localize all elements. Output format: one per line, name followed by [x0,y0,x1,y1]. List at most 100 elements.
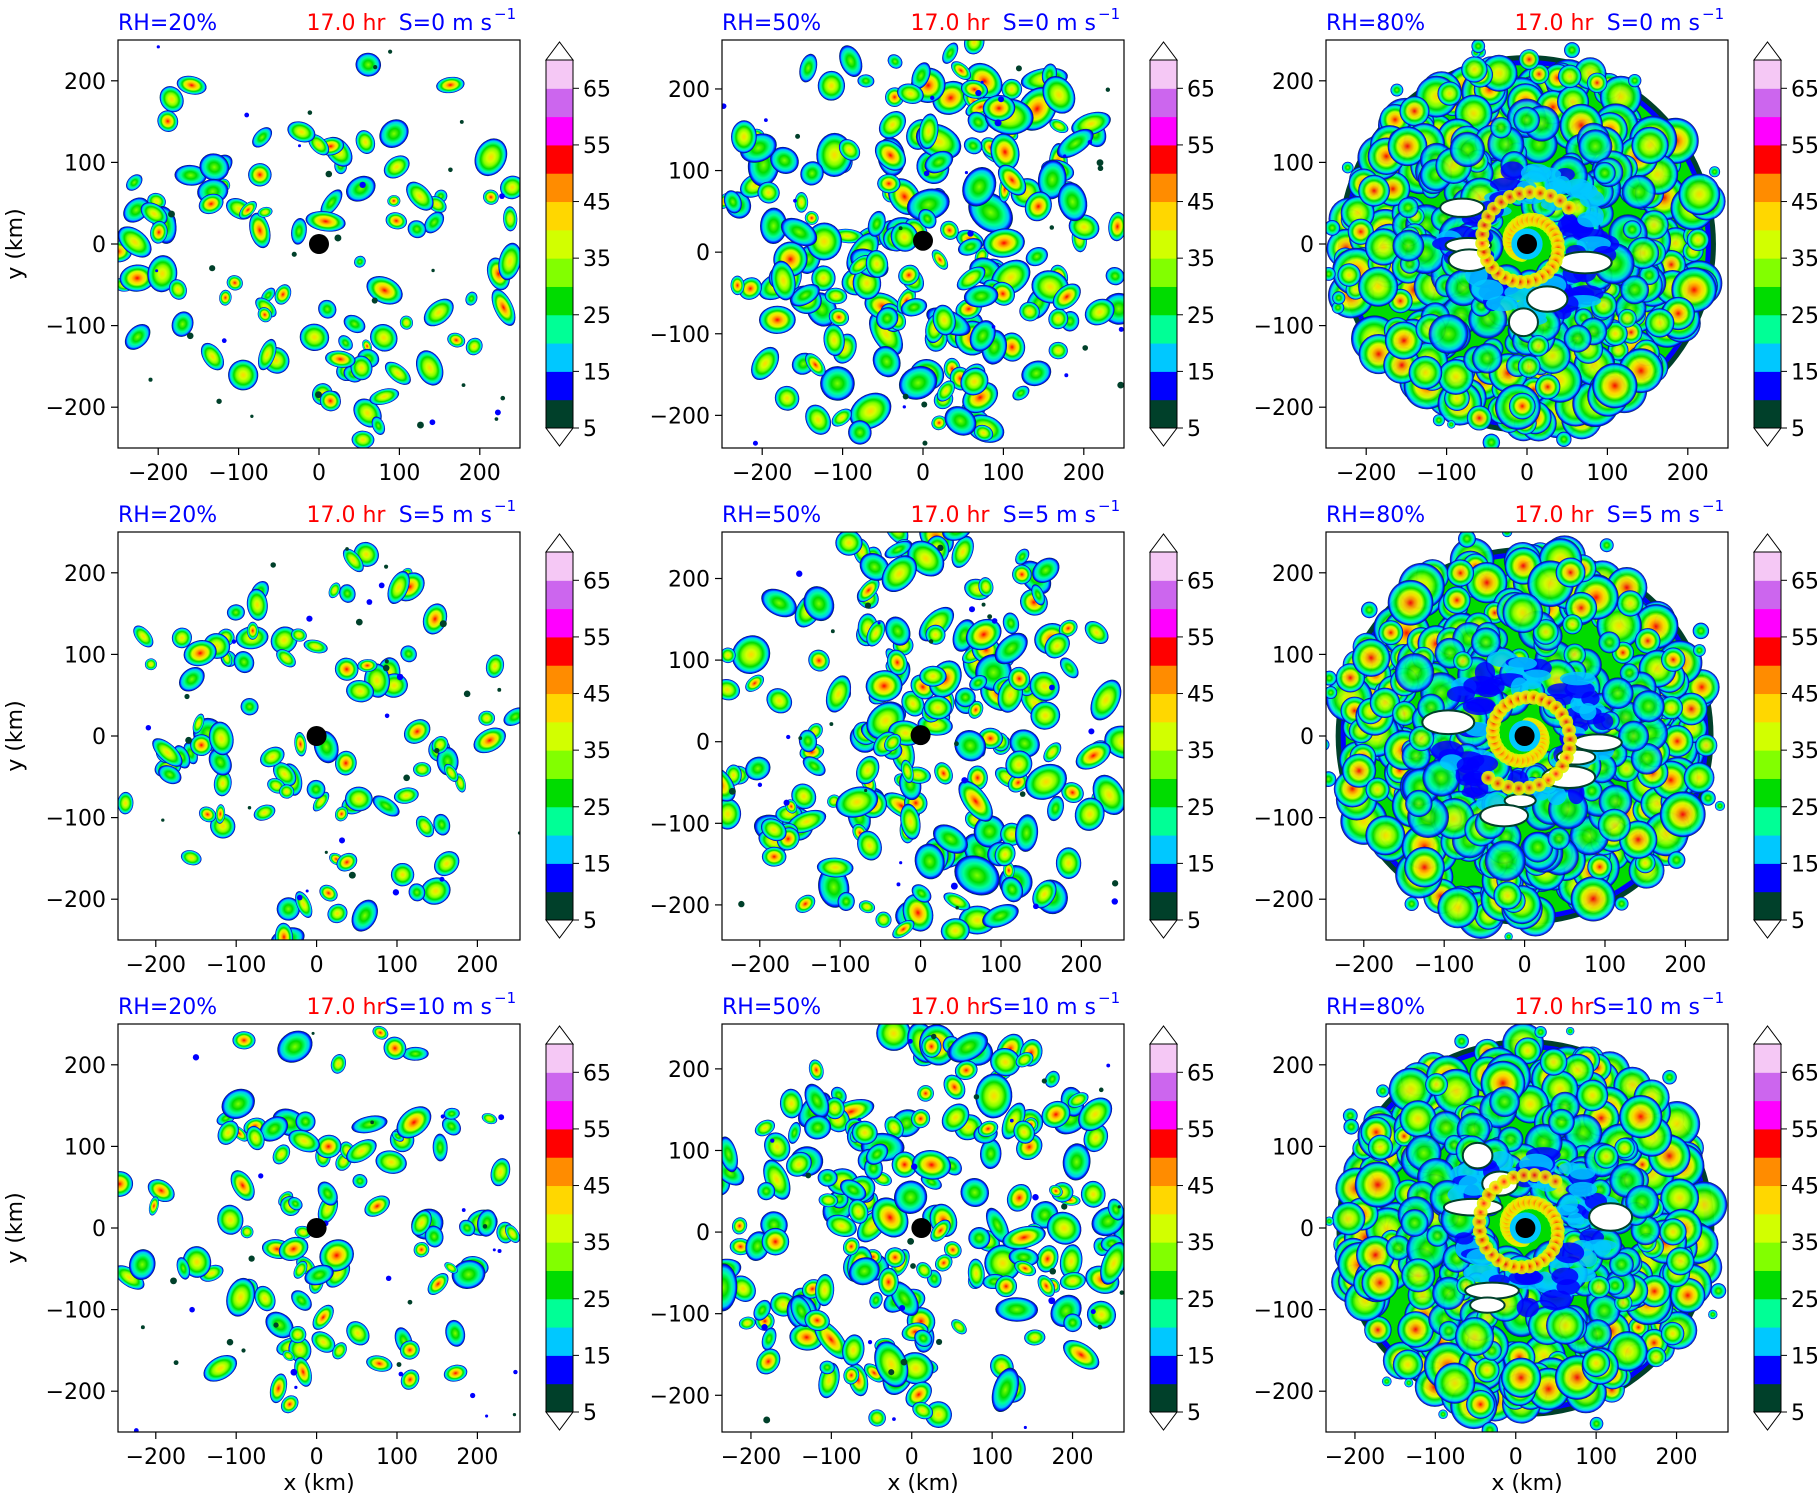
convective-cell [858,900,876,914]
colorbar-extend-min [1753,1411,1782,1431]
weak-echo [864,788,868,793]
weak-echo [370,1120,374,1125]
convective-cell [761,588,797,618]
convective-cell [980,1138,1002,1170]
convective-cell [857,74,875,88]
convective-cell [990,1047,1021,1077]
weak-echo [937,544,944,552]
convective-cell [1358,266,1399,307]
convective-cell [1616,590,1644,617]
outlying-cell [1482,433,1501,448]
convective-cell [346,1139,377,1164]
convective-cell [312,1304,334,1330]
reflectivity-field [1326,40,1726,448]
convective-cell [917,1085,934,1102]
weak-echo [290,1368,298,1376]
colorbar-segment [1150,229,1177,259]
convective-cell [805,353,826,377]
convective-cell [219,289,232,306]
convective-cell [837,891,855,912]
convective-cell [1634,628,1661,654]
colorbar-segment [1754,636,1781,666]
convective-cell [226,604,245,621]
convective-cell [808,649,830,672]
convective-cell [1021,360,1052,387]
reflectivity-field [722,532,1124,940]
convective-cell [914,1329,933,1347]
weak-echo [448,167,453,173]
outlying-cell [1342,1108,1358,1124]
rh-label: RH=50% [722,11,821,36]
convective-cell [401,1046,429,1061]
weak-echo [950,882,958,890]
convective-cell [919,665,947,687]
weak-echo [829,722,834,726]
x-tick-label: 100 [1586,461,1628,486]
convective-cell [1043,742,1062,763]
convective-cell [722,678,741,701]
convective-cell [722,765,736,802]
weak-echo [492,1248,496,1252]
colorbar-tick-label: 15 [583,1344,611,1369]
colorbar-tick-label: 25 [1187,796,1215,821]
convective-cell [1032,879,1057,909]
clear-gap [1572,733,1623,752]
colorbar-segment [546,1298,573,1328]
moat-region [1567,1212,1585,1229]
outlying-cell [1710,1283,1727,1299]
convective-cell [930,1219,951,1242]
convective-cell [760,207,788,245]
clear-gap [1464,1281,1520,1300]
weak-echo [170,1277,177,1285]
outlying-cell [1454,1033,1469,1049]
weak-echo [459,119,464,124]
moat-region [1516,1297,1539,1318]
convective-cell [473,727,506,754]
convective-cell [770,146,799,174]
x-tick-label: −200 [128,461,188,486]
convective-cell [943,892,971,911]
convective-cell [399,315,414,330]
moat-region [1456,757,1480,774]
storm-center-marker [306,1218,327,1238]
moat-region [1570,182,1598,200]
outlying-cell [1404,1378,1414,1388]
reflectivity-field [118,1025,520,1432]
weak-echo [728,787,736,795]
weak-echo [830,629,835,634]
convective-cell [385,212,408,230]
convective-cell [1019,301,1040,322]
convective-cell [387,570,410,605]
clear-gap [1588,1202,1634,1232]
colorbar-tick-label: 15 [1791,360,1817,385]
weak-echo [185,736,193,744]
reflectivity-field [1326,1024,1728,1432]
colorbar: 5 15 25 35 45 55 65 [1753,533,1817,939]
y-tick-label: 200 [668,78,710,103]
convective-cell [1032,557,1060,584]
convective-cell [1037,159,1067,200]
time-label: 17.0 hr [1515,503,1595,528]
moat-region [1446,686,1476,703]
convective-cell [835,532,863,556]
convective-cell [884,1247,906,1268]
colorbar-tick-label: 5 [1791,1401,1805,1426]
convective-cell [745,674,764,692]
convective-cell [1049,119,1069,134]
convective-cell [1461,56,1488,83]
eyewall-segment [1522,780,1537,795]
weak-echo [407,1299,413,1305]
stratiform-cell [1625,1184,1660,1219]
y-tick-label: 0 [696,241,710,266]
convective-cell [722,1136,738,1173]
colorbar-tick-label: 45 [583,683,611,708]
weak-echo [923,170,930,177]
colorbar-tick-label: 45 [1791,1175,1817,1200]
convective-cell [291,217,307,245]
colorbar-segment [1150,144,1177,174]
weak-echo [500,395,506,401]
moat-region [1561,1195,1578,1213]
convective-cell [905,1381,932,1408]
x-axis-label: x (km) [887,1471,958,1496]
convective-cell [1046,1211,1082,1245]
